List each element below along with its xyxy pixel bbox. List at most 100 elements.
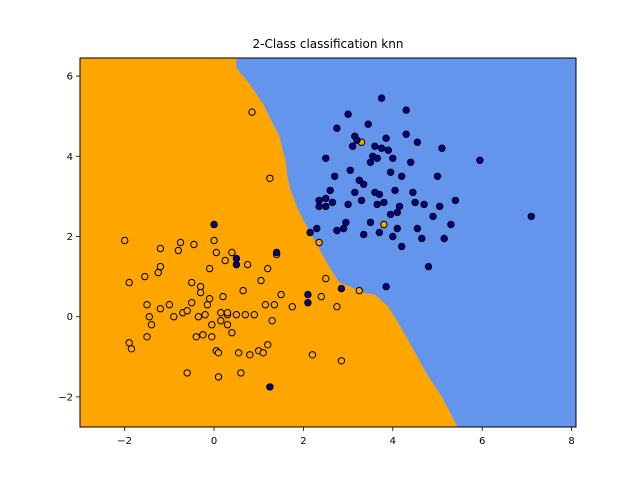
data-point-class-0: [170, 313, 178, 321]
data-point-class-1: [328, 198, 337, 207]
data-point-class-1: [420, 200, 428, 209]
data-point-class-0: [192, 333, 200, 341]
x-axis: −2 0 2 4 6 8: [117, 427, 575, 447]
data-point-class-1: [386, 210, 395, 219]
x-tick-label: −2: [117, 436, 132, 447]
data-point-class-1: [360, 230, 368, 239]
x-tick-label: 0: [211, 436, 217, 447]
data-point-class-1: [384, 146, 392, 154]
data-point-class-1: [413, 224, 422, 233]
data-point-class-1: [322, 202, 330, 211]
data-point-class-0: [121, 236, 129, 245]
data-point-class-0: [257, 276, 265, 285]
data-point-class-0: [261, 301, 270, 309]
data-point-class-0: [141, 272, 149, 281]
scatter-points: [121, 94, 535, 391]
data-point-class-0: [196, 282, 205, 291]
data-point-class-1: [377, 94, 386, 102]
data-point-class-0: [183, 369, 191, 377]
data-point-class-1: [380, 198, 388, 207]
data-point-class-1: [344, 200, 352, 209]
data-point-class-0: [223, 321, 232, 329]
data-point-class-0: [228, 248, 236, 257]
data-point-class-0: [176, 238, 185, 247]
data-point-class-1: [342, 218, 350, 227]
data-point-class-1: [389, 232, 397, 241]
data-point-class-0: [174, 246, 183, 255]
x-tick-label: 2: [300, 436, 306, 447]
data-point-class-1: [364, 120, 372, 128]
data-point-class-1: [366, 158, 375, 167]
data-point-class-0: [288, 303, 296, 311]
data-point-class-1: [398, 242, 406, 251]
chart-title: 2-Class classification knn: [253, 37, 404, 51]
data-point-class-0: [156, 244, 165, 253]
data-point-class-1: [382, 282, 390, 291]
data-point-class-0: [277, 290, 285, 299]
data-point-class-0: [237, 369, 245, 377]
data-point-class-1: [375, 228, 384, 237]
data-point-class-1: [391, 186, 399, 195]
x-tick-label: 4: [390, 436, 396, 447]
data-point-class-0: [143, 301, 151, 309]
data-point-class-1: [373, 154, 381, 163]
data-point-class-1: [322, 194, 330, 203]
data-point-class-1: [315, 202, 323, 211]
data-point-class-1: [436, 202, 444, 211]
data-point-class-1: [313, 224, 321, 233]
data-point-class-0: [217, 317, 225, 325]
data-point-class-0: [205, 264, 214, 273]
data-point-class-1: [315, 196, 323, 205]
data-point-class-1: [366, 218, 375, 227]
data-point-class-0: [239, 286, 247, 295]
data-point-class-1: [266, 383, 274, 391]
data-point-class-1: [304, 290, 312, 299]
data-point-class-1: [232, 260, 241, 269]
data-point-class-1: [346, 166, 354, 175]
data-point-class-0: [208, 333, 216, 341]
data-point-class-0: [315, 238, 323, 247]
data-point-class-1: [351, 188, 359, 197]
data-point-class-0: [268, 317, 276, 325]
data-point-class-0: [259, 349, 267, 357]
data-point-class-0: [266, 174, 274, 183]
data-point-class-0: [214, 349, 223, 357]
data-point-class-1: [398, 172, 406, 181]
data-point-class-1: [407, 158, 415, 167]
data-point-class-1: [433, 172, 442, 181]
data-point-class-0: [317, 292, 325, 301]
data-point-class-1: [413, 138, 422, 146]
data-point-class-0: [203, 301, 212, 309]
decision-region-class-0: [80, 58, 458, 427]
data-point-class-0: [194, 313, 203, 321]
plot-area: [80, 58, 576, 427]
data-point-class-0: [127, 345, 136, 353]
data-point-class-1: [447, 220, 455, 229]
data-point-class-1: [348, 142, 357, 150]
data-point-class-0: [205, 295, 214, 303]
data-point-class-1: [371, 142, 379, 150]
data-point-class-0: [243, 260, 252, 269]
y-tick-label: 4: [67, 152, 73, 163]
data-point-class-0: [199, 331, 207, 339]
plot-frame: [79, 57, 577, 428]
data-point-class-1: [393, 224, 401, 233]
data-point-class-1: [393, 208, 401, 217]
data-point-class-0: [234, 349, 243, 357]
data-point-class-0: [208, 321, 216, 329]
data-point-class-0: [264, 264, 272, 273]
data-point-class-0: [241, 311, 250, 319]
data-point-class-0: [156, 262, 165, 271]
y-tick-label: −2: [58, 392, 73, 403]
y-tick-label: 6: [67, 72, 73, 83]
data-point-class-1: [411, 198, 419, 207]
data-point-class-0: [221, 256, 229, 265]
data-point-class-1: [402, 130, 410, 138]
data-point-class-1: [402, 106, 410, 114]
x-tick-label: 6: [479, 436, 485, 447]
data-point-class-1: [333, 124, 341, 132]
data-point-class-0: [250, 311, 259, 319]
y-axis: −2 0 2 4 6: [58, 72, 80, 403]
data-point-class-1: [272, 248, 281, 257]
data-point-class-1: [375, 190, 384, 199]
